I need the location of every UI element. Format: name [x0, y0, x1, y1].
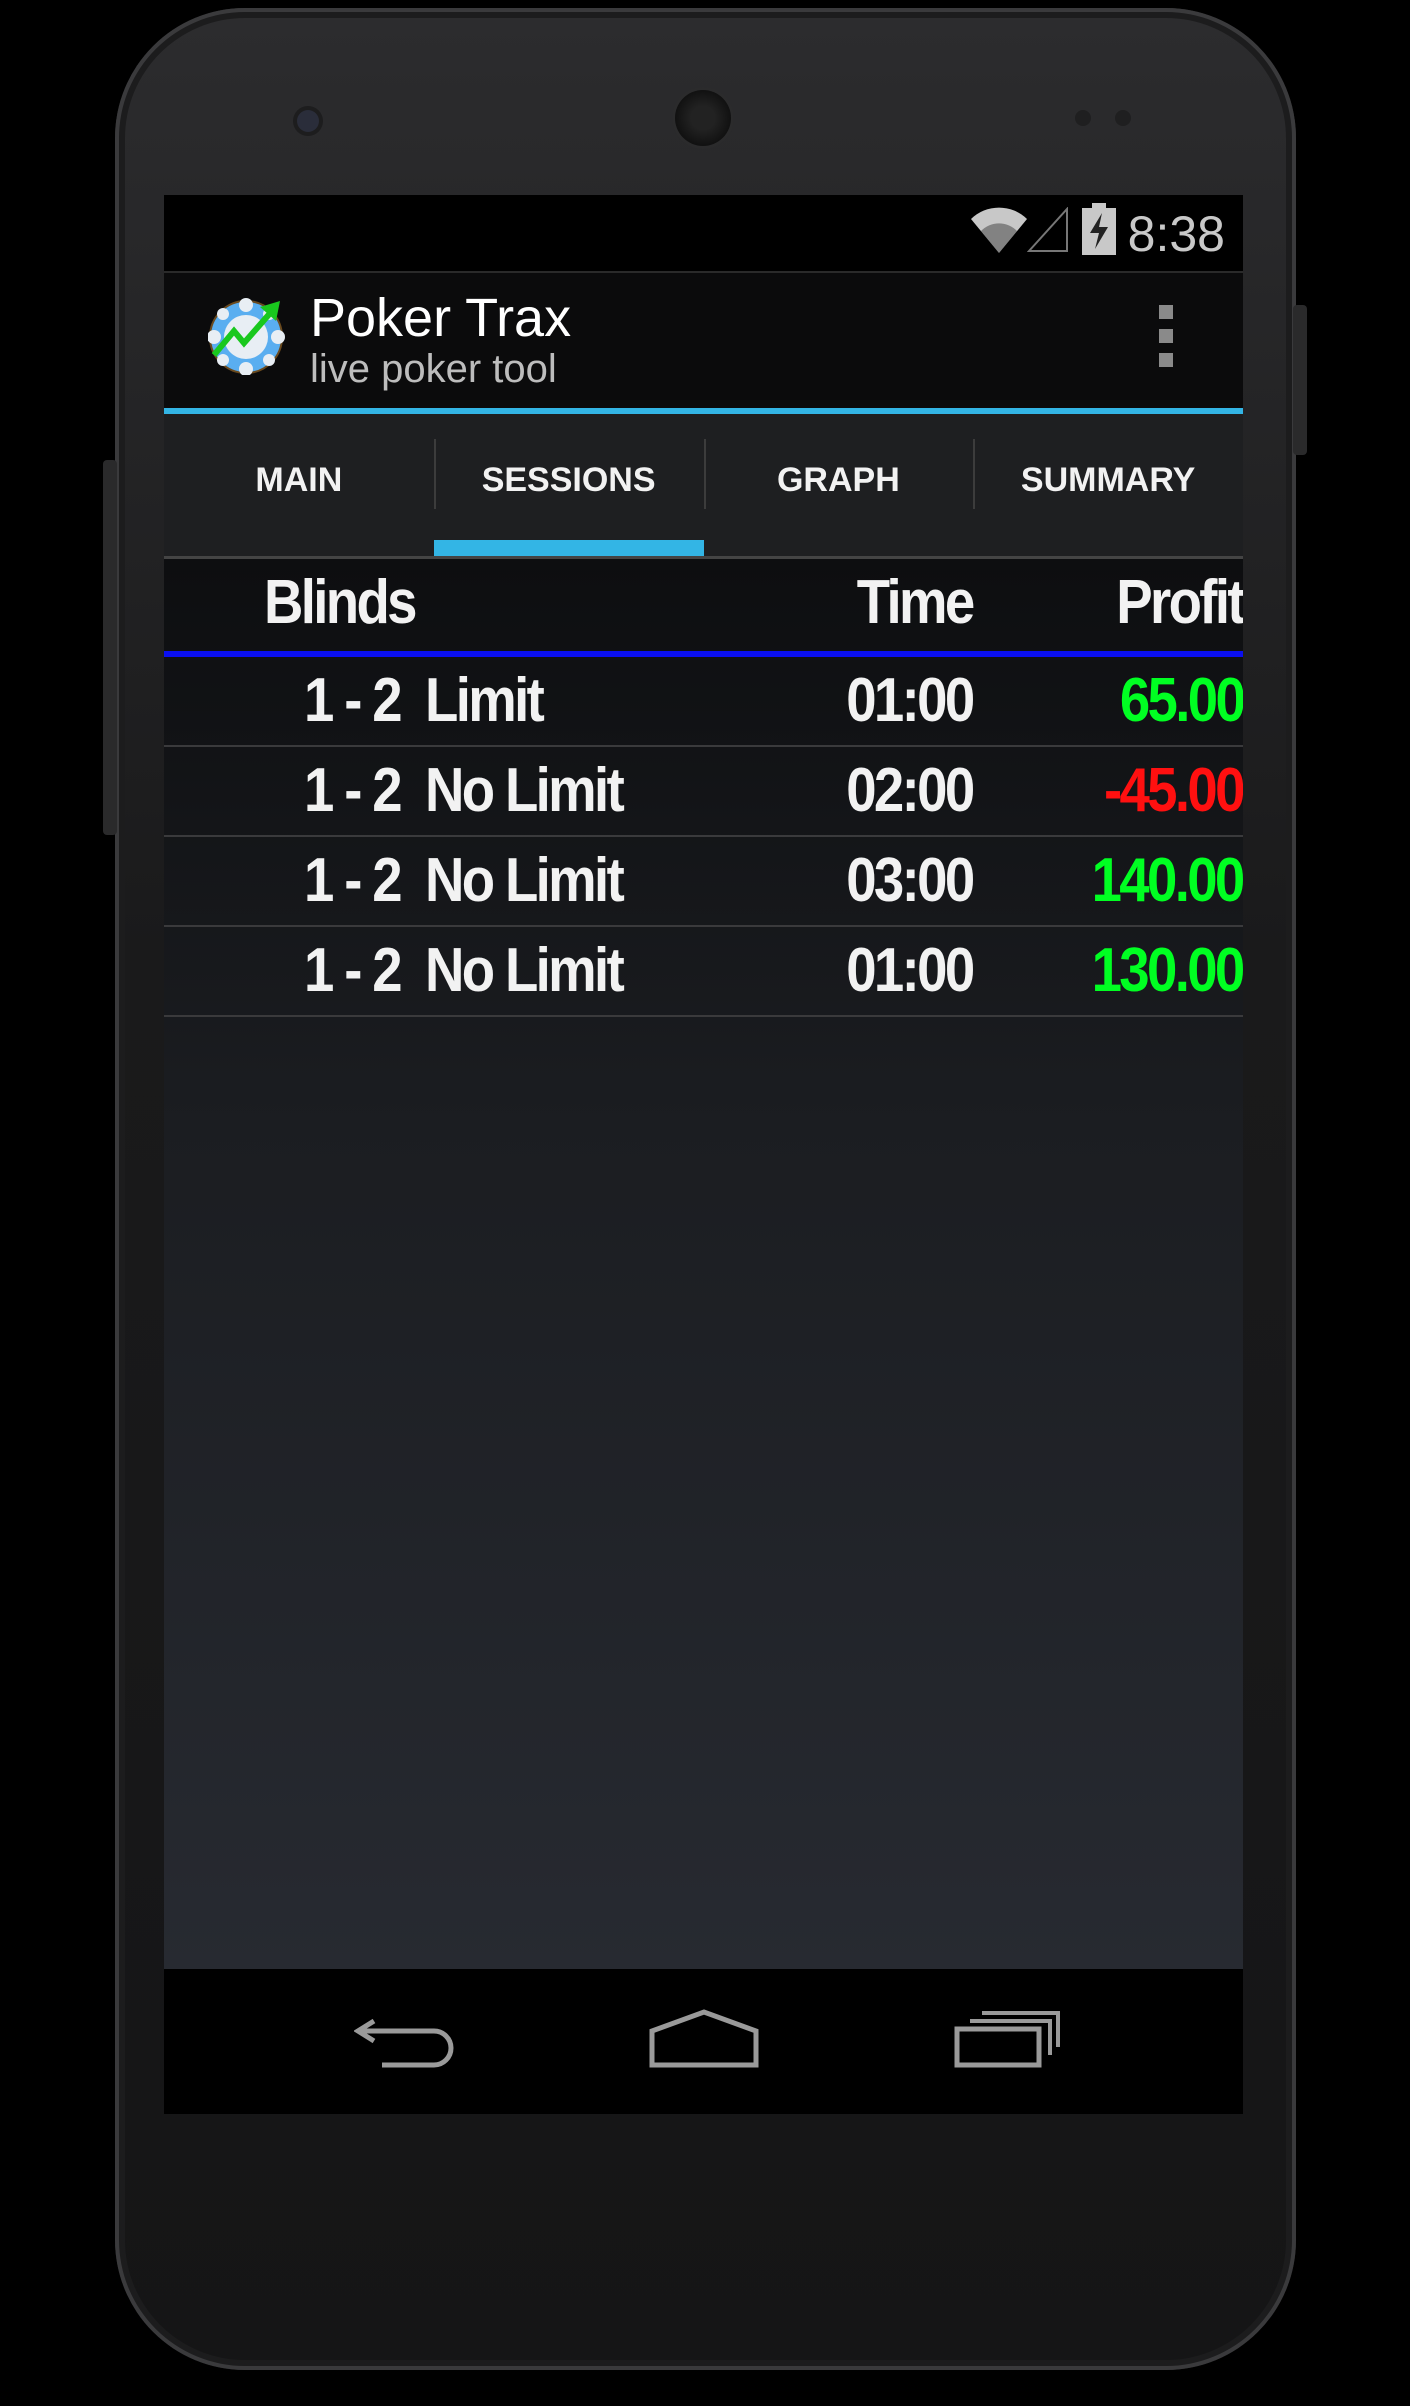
row-time: 01:00 — [846, 666, 976, 735]
row-profit: -45.00 — [1104, 756, 1243, 825]
tab-main[interactable]: MAIN — [164, 414, 434, 556]
row-time: 03:00 — [846, 846, 976, 915]
overflow-menu-icon[interactable] — [1159, 305, 1173, 377]
app-logo-icon — [208, 298, 285, 375]
tab-bar: MAIN SESSIONS GRAPH SUMMARY — [164, 414, 1243, 559]
wifi-icon — [971, 207, 1027, 253]
earpiece-speaker — [675, 90, 731, 146]
power-button — [1293, 305, 1307, 455]
tab-summary[interactable]: SUMMARY — [973, 414, 1243, 556]
screen: 8:38 Poker Trax live poker tool MAIN SES… — [164, 195, 1243, 2114]
row-profit: 65.00 — [1119, 666, 1243, 735]
tab-label: SESSIONS — [481, 460, 656, 499]
tab-label: SUMMARY — [1020, 460, 1196, 499]
status-bar: 8:38 — [164, 195, 1243, 273]
signal-icon — [1027, 207, 1068, 252]
sensor — [1115, 110, 1131, 126]
tab-label: GRAPH — [776, 460, 900, 499]
row-blinds: 1 - 2 Limit — [304, 666, 545, 735]
header-time: Time — [857, 568, 975, 637]
row-profit: 140.00 — [1091, 846, 1243, 915]
status-time: 8:38 — [1127, 206, 1225, 262]
home-icon[interactable] — [649, 2009, 759, 2069]
row-time: 01:00 — [846, 936, 976, 1005]
row-time: 02:00 — [846, 756, 976, 825]
app-subtitle: live poker tool — [310, 347, 557, 391]
battery-charging-icon — [1082, 203, 1116, 255]
tab-sessions[interactable]: SESSIONS — [433, 414, 704, 556]
tab-graph[interactable]: GRAPH — [703, 414, 974, 556]
volume-button — [103, 460, 117, 835]
action-bar: Poker Trax live poker tool — [164, 273, 1243, 414]
sensor — [1075, 110, 1091, 126]
row-blinds: 1 - 2 No Limit — [304, 756, 625, 825]
app-title: Poker Trax — [310, 288, 572, 348]
row-profit: 130.00 — [1091, 936, 1243, 1005]
table-header: Blinds Time Profit — [164, 559, 1243, 657]
table-row[interactable]: 1 - 2 No Limit 03:00 140.00 — [164, 837, 1243, 927]
header-blinds: Blinds — [264, 568, 418, 637]
navigation-bar — [164, 1969, 1243, 2114]
back-icon[interactable] — [354, 2009, 458, 2069]
front-camera — [297, 110, 319, 132]
table-row[interactable]: 1 - 2 Limit 01:00 65.00 — [164, 657, 1243, 747]
table-row[interactable]: 1 - 2 No Limit 02:00 -45.00 — [164, 747, 1243, 837]
tab-label: MAIN — [255, 460, 343, 499]
sessions-list: Blinds Time Profit 1 - 2 Limit 01:00 65.… — [164, 559, 1243, 1969]
row-blinds: 1 - 2 No Limit — [304, 936, 625, 1005]
row-blinds: 1 - 2 No Limit — [304, 846, 625, 915]
table-row[interactable]: 1 - 2 No Limit 01:00 130.00 — [164, 927, 1243, 1017]
recent-apps-icon[interactable] — [954, 2009, 1060, 2069]
header-profit: Profit — [1116, 568, 1243, 637]
